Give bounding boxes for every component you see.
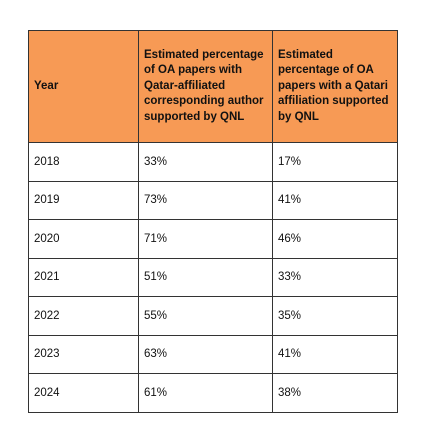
table-row: 2023 63% 41% (28, 334, 398, 374)
cell-corresponding-author-pct: 55% (138, 296, 273, 336)
table-row: 2018 33% 17% (28, 142, 398, 182)
cell-qatari-affiliation-pct: 46% (272, 219, 398, 259)
qnl-oa-support-table: Year Estimated percentage of OA papers w… (28, 30, 398, 413)
header-qatari-affiliation-pct: Estimated percentage of OA papers with a… (272, 30, 398, 143)
cell-corresponding-author-pct: 63% (138, 334, 273, 374)
table-row: 2020 71% 46% (28, 219, 398, 259)
cell-year: 2023 (28, 334, 139, 374)
cell-corresponding-author-pct: 71% (138, 219, 273, 259)
table-row: 2024 61% 38% (28, 373, 398, 413)
cell-qatari-affiliation-pct: 33% (272, 257, 398, 297)
cell-year: 2018 (28, 142, 139, 182)
header-year: Year (28, 30, 139, 143)
cell-corresponding-author-pct: 51% (138, 257, 273, 297)
cell-corresponding-author-pct: 33% (138, 142, 273, 182)
cell-qatari-affiliation-pct: 41% (272, 334, 398, 374)
cell-year: 2021 (28, 257, 139, 297)
header-row: Year Estimated percentage of OA papers w… (28, 30, 398, 143)
cell-corresponding-author-pct: 61% (138, 373, 273, 413)
table-row: 2021 51% 33% (28, 257, 398, 297)
cell-year: 2019 (28, 180, 139, 220)
cell-qatari-affiliation-pct: 17% (272, 142, 398, 182)
cell-qatari-affiliation-pct: 38% (272, 373, 398, 413)
cell-year: 2024 (28, 373, 139, 413)
cell-qatari-affiliation-pct: 35% (272, 296, 398, 336)
cell-year: 2020 (28, 219, 139, 259)
table-row: 2019 73% 41% (28, 180, 398, 220)
cell-qatari-affiliation-pct: 41% (272, 180, 398, 220)
table-row: 2022 55% 35% (28, 296, 398, 336)
cell-corresponding-author-pct: 73% (138, 180, 273, 220)
header-corresponding-author-pct: Estimated percentage of OA papers with Q… (138, 30, 273, 143)
cell-year: 2022 (28, 296, 139, 336)
